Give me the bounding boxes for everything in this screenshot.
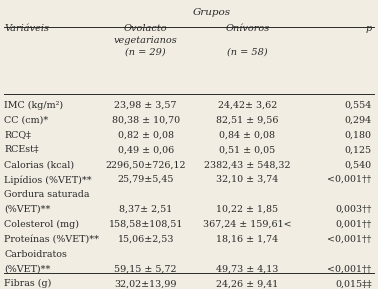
Text: <0,001††: <0,001††: [327, 235, 372, 244]
Text: 59,15 ± 5,72: 59,15 ± 5,72: [115, 264, 177, 273]
Text: 0,51 ± 0,05: 0,51 ± 0,05: [219, 145, 276, 154]
Text: RCQ‡: RCQ‡: [5, 131, 31, 140]
Text: 158,58±108,51: 158,58±108,51: [108, 220, 183, 229]
Text: Lipídios (%VET)**: Lipídios (%VET)**: [5, 175, 92, 185]
Text: Proteínas (%VET)**: Proteínas (%VET)**: [5, 235, 99, 244]
Text: 23,98 ± 3,57: 23,98 ± 3,57: [115, 101, 177, 110]
Text: 367,24 ± 159,61<: 367,24 ± 159,61<: [203, 220, 292, 229]
Text: Calorias (kcal): Calorias (kcal): [5, 160, 74, 169]
Text: 32,10 ± 3,74: 32,10 ± 3,74: [216, 175, 279, 184]
Text: Gordura saturada: Gordura saturada: [5, 190, 90, 199]
Text: CC (cm)*: CC (cm)*: [5, 116, 49, 125]
Text: 24,42± 3,62: 24,42± 3,62: [218, 101, 277, 110]
Text: 2382,43 ± 548,32: 2382,43 ± 548,32: [204, 160, 291, 169]
Text: IMC (kg/m²): IMC (kg/m²): [5, 101, 64, 110]
Text: Carboidratos: Carboidratos: [5, 249, 67, 259]
Text: 80,38 ± 10,70: 80,38 ± 10,70: [112, 116, 180, 125]
Text: 0,82 ± 0,08: 0,82 ± 0,08: [118, 131, 174, 140]
Text: Grupos: Grupos: [192, 8, 231, 17]
Text: 0,015‡‡: 0,015‡‡: [335, 279, 372, 288]
Text: 10,22 ± 1,85: 10,22 ± 1,85: [216, 205, 279, 214]
Text: 25,79±5,45: 25,79±5,45: [118, 175, 174, 184]
Text: 0,003††: 0,003††: [335, 205, 372, 214]
Text: 32,02±13,99: 32,02±13,99: [115, 279, 177, 288]
Text: Ovolacto
vegetarianos
(n = 29): Ovolacto vegetarianos (n = 29): [114, 24, 178, 56]
Text: 0,125: 0,125: [344, 145, 372, 154]
Text: 24,26 ± 9,41: 24,26 ± 9,41: [216, 279, 279, 288]
Text: Fibras (g): Fibras (g): [5, 279, 52, 288]
Text: <0,001††: <0,001††: [327, 175, 372, 184]
Text: 2296,50±726,12: 2296,50±726,12: [105, 160, 186, 169]
Text: Colesterol (mg): Colesterol (mg): [5, 220, 79, 229]
Text: 49,73 ± 4,13: 49,73 ± 4,13: [216, 264, 279, 273]
Text: 8,37± 2,51: 8,37± 2,51: [119, 205, 172, 214]
Text: 18,16 ± 1,74: 18,16 ± 1,74: [216, 235, 279, 244]
Text: 0,49 ± 0,06: 0,49 ± 0,06: [118, 145, 174, 154]
Text: RCEst‡: RCEst‡: [5, 145, 39, 154]
Text: 0,180: 0,180: [345, 131, 372, 140]
Text: Variáveis: Variáveis: [5, 24, 50, 33]
Text: <0,001††: <0,001††: [327, 264, 372, 273]
Text: (%VET)**: (%VET)**: [5, 205, 51, 214]
Text: 82,51 ± 9,56: 82,51 ± 9,56: [216, 116, 279, 125]
Text: 0,540: 0,540: [344, 160, 372, 169]
Text: 0,294: 0,294: [344, 116, 372, 125]
Text: 0,84 ± 0,08: 0,84 ± 0,08: [219, 131, 276, 140]
Text: 0,554: 0,554: [344, 101, 372, 110]
Text: (%VET)**: (%VET)**: [5, 264, 51, 273]
Text: p: p: [366, 24, 372, 33]
Text: 15,06±2,53: 15,06±2,53: [118, 235, 174, 244]
Text: Onívoros

(n = 58): Onívoros (n = 58): [225, 24, 270, 56]
Text: 0,001††: 0,001††: [335, 220, 372, 229]
